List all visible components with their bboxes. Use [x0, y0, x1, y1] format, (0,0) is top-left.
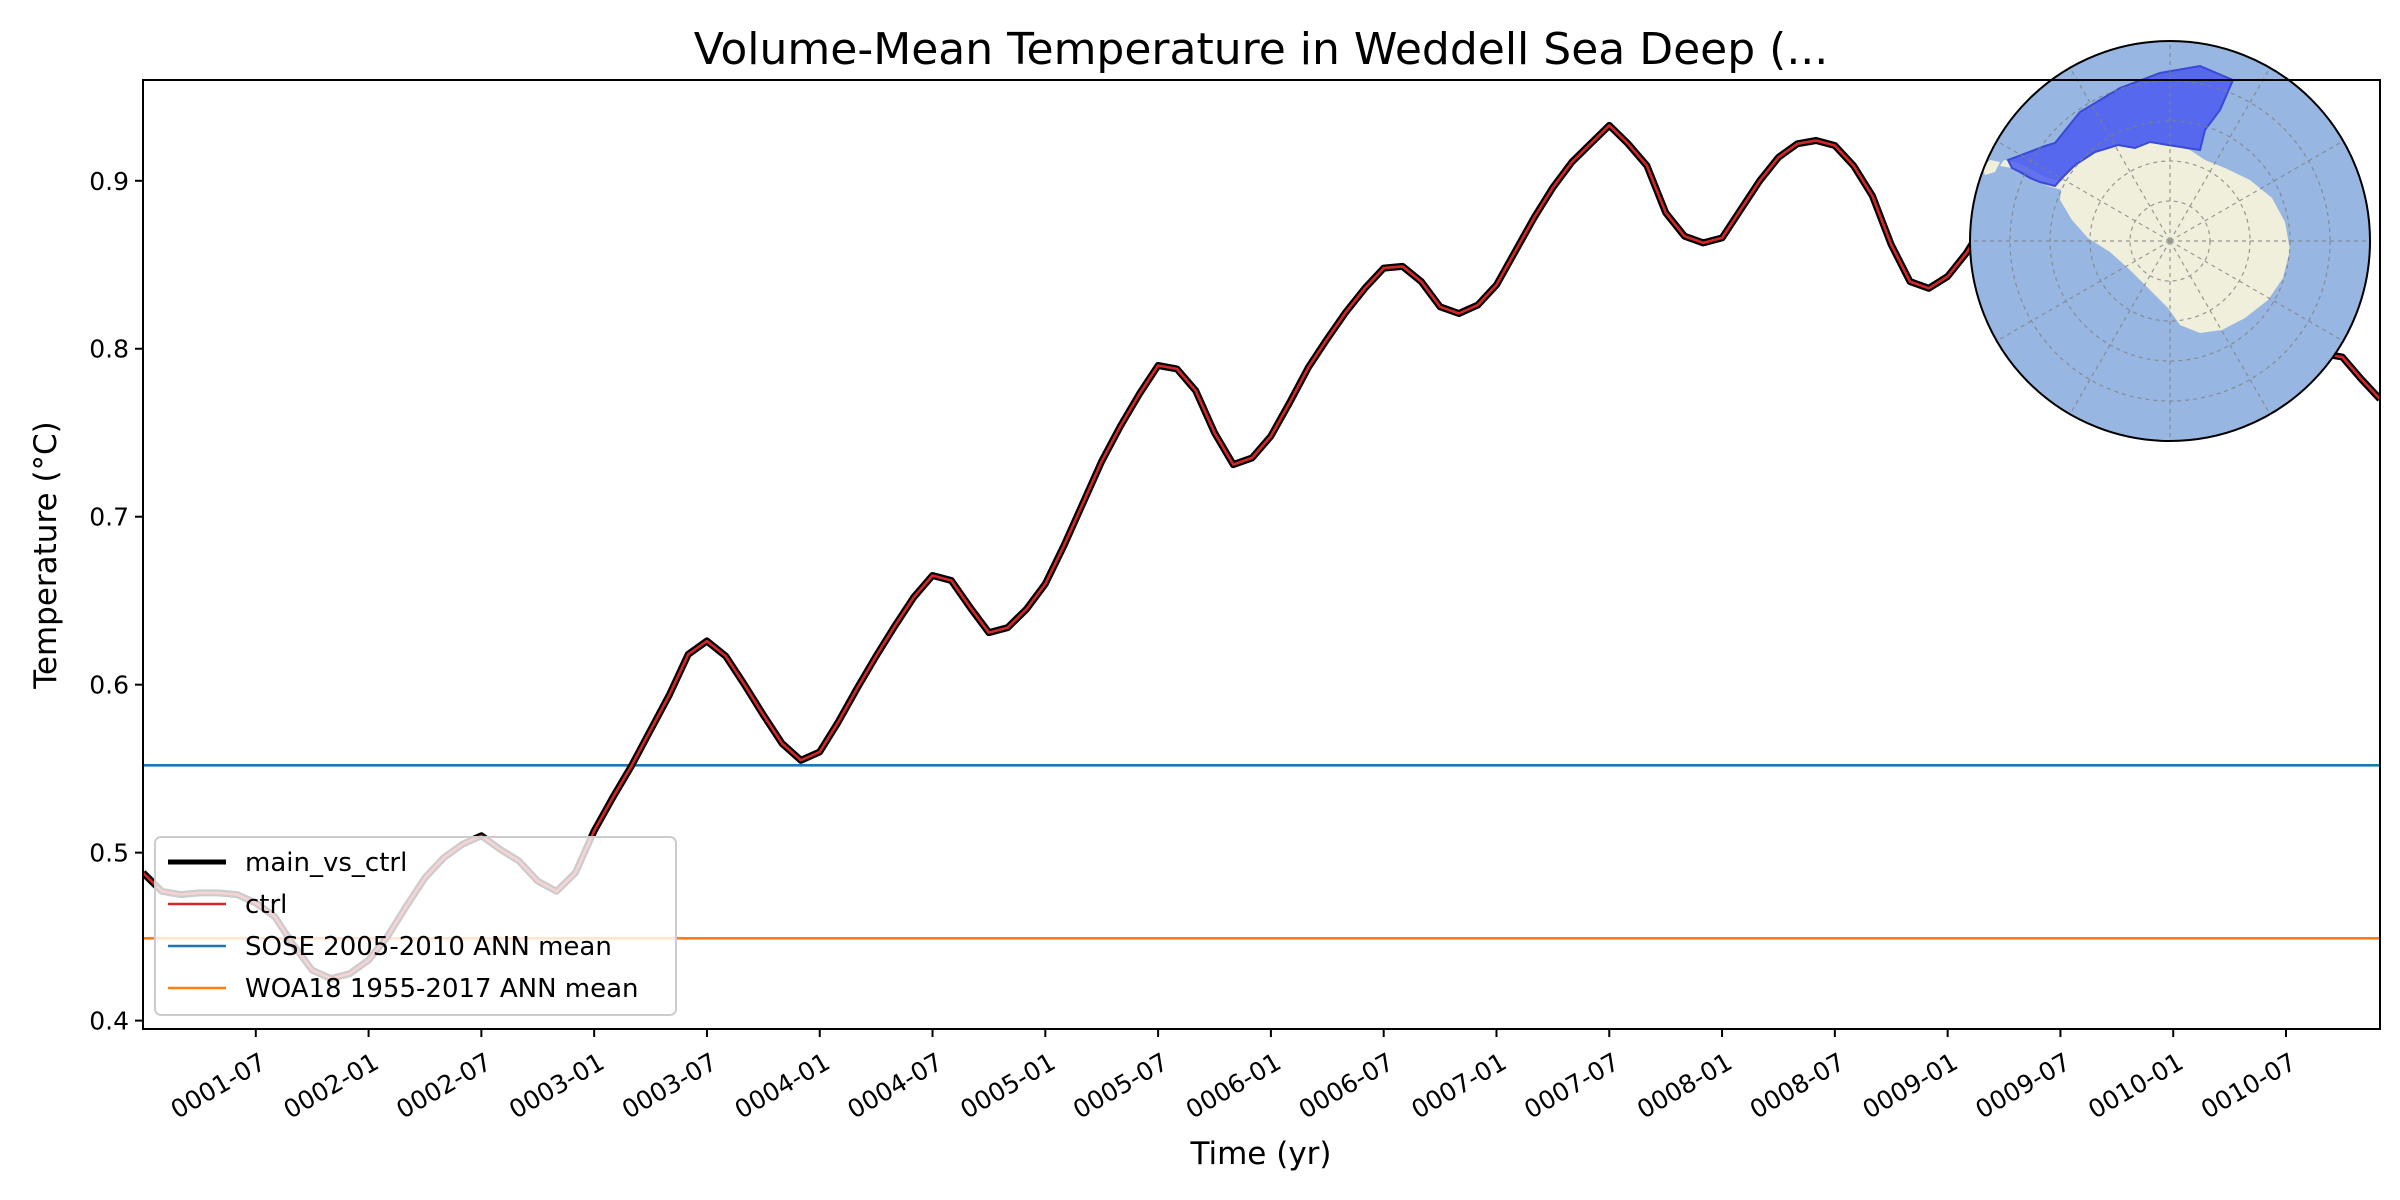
- highlighted-region: [2006, 64, 2235, 188]
- x-tick-label: 0003-01: [504, 1047, 609, 1124]
- graticule-meridian: [1996, 240, 2171, 342]
- chart-title: Volume-Mean Temperature in Weddell Sea D…: [694, 24, 1829, 75]
- graticule-meridian: [2069, 67, 2171, 242]
- y-tick-label: 0.9: [89, 167, 129, 196]
- x-tick-label: 0002-07: [391, 1047, 496, 1124]
- antarctica-land: [2060, 142, 2290, 333]
- x-axis-label: Time (yr): [1190, 1136, 1332, 1172]
- x-tick-label: 0009-01: [1858, 1047, 1963, 1124]
- x-tick-label: 0010-01: [2083, 1047, 2188, 1124]
- x-tick-label: 0005-07: [1068, 1047, 1173, 1124]
- y-tick-label: 0.6: [89, 671, 129, 700]
- x-tick-label: 0008-07: [1745, 1047, 1850, 1124]
- x-tick-label: 0010-07: [2196, 1047, 2301, 1124]
- x-tick-label: 0001-07: [166, 1047, 271, 1124]
- legend-label: SOSE 2005-2010 ANN mean: [245, 932, 612, 962]
- y-tick-label: 0.5: [89, 839, 129, 868]
- graticule-meridian: [1996, 140, 2171, 242]
- legend-box: [154, 836, 677, 1016]
- inset-map: [1969, 40, 2371, 442]
- axes-frame: [142, 79, 2381, 1030]
- x-tick-label: 0004-01: [730, 1047, 835, 1124]
- x-tick-label: 0003-07: [617, 1047, 722, 1124]
- graticule-meridian: [2169, 240, 2271, 415]
- x-tick-label: 0006-07: [1294, 1047, 1399, 1124]
- y-axis-label: Temperature (°C): [28, 421, 64, 690]
- y-tick-label: 0.4: [89, 1007, 129, 1036]
- legend-label: main_vs_ctrl: [245, 848, 407, 878]
- x-tick-label: 0005-01: [955, 1047, 1060, 1124]
- graticule-meridian: [2169, 67, 2271, 242]
- x-tick-label: 0002-01: [279, 1047, 384, 1124]
- graticule-meridian: [2169, 140, 2344, 242]
- legend-label: WOA18 1955-2017 ANN mean: [245, 974, 639, 1004]
- x-tick-label: 0007-01: [1407, 1047, 1512, 1124]
- x-tick-label: 0008-01: [1632, 1047, 1737, 1124]
- x-tick-label: 0004-07: [843, 1047, 948, 1124]
- y-tick-label: 0.7: [89, 503, 129, 532]
- x-axis: 0001-07 0002-01 0002-07 0003-01 0003-07 0004-…: [166, 1029, 2301, 1124]
- x-tick-label: 0007-07: [1519, 1047, 1624, 1124]
- inset-border: [1969, 40, 2371, 442]
- legend-label: ctrl: [245, 890, 287, 920]
- x-tick-label: 0006-01: [1181, 1047, 1286, 1124]
- y-tick-label: 0.8: [89, 335, 129, 364]
- graticule-meridian: [2069, 240, 2171, 415]
- y-axis: 0.4 0.5 0.6 0.7 0.8 0.9: [89, 167, 143, 1036]
- graticule-meridian: [2169, 240, 2344, 342]
- x-tick-label: 0009-07: [1970, 1047, 2075, 1124]
